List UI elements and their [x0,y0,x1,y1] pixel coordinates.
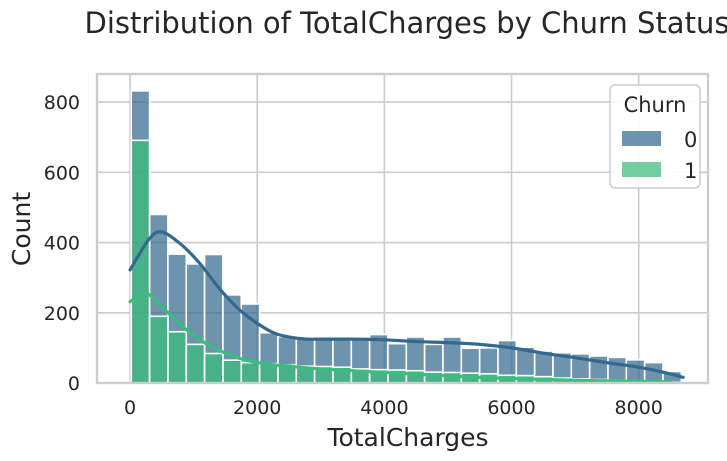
bar-churn-1 [148,315,169,384]
x-tick-label: 0 [124,397,136,419]
legend-label-churn-1: 1 [684,159,697,183]
x-tick-label: 2000 [233,397,281,419]
kde-line-churn-1 [128,291,673,384]
bar-churn-1 [240,361,261,384]
y-axis-label: Count [7,192,36,266]
legend-title: Churn [624,93,687,117]
bar-churn-1 [185,343,206,384]
legend-swatch-churn-0 [622,131,661,146]
bar-churn-1 [222,359,243,384]
bar-churn-1 [167,330,188,384]
kde-curves [128,230,685,384]
x-axis-label: TotalCharges [326,423,488,452]
legend-label-churn-0: 0 [684,128,697,152]
y-tick-label: 200 [44,303,80,325]
x-tick-label: 4000 [360,397,408,419]
bar-churn-0 [607,356,628,384]
kde-line-churn-0 [128,230,685,379]
x-tick-label: 6000 [487,397,535,419]
legend-swatch-churn-1 [622,162,661,177]
x-tick-label: 8000 [615,397,663,419]
plot-frame [95,72,710,385]
y-tick-label: 800 [44,92,80,114]
bar-churn-0 [625,359,646,384]
y-tick-label: 400 [44,233,80,255]
legend: Churn 0 1 [609,84,701,189]
chart-title: Distribution of TotalCharges by Churn St… [85,6,727,40]
y-tick-label: 600 [44,162,80,184]
histogram-bars [130,90,683,384]
tick-labels: 0 2000 4000 6000 8000 0 200 400 600 800 [44,92,663,419]
bar-churn-1 [203,352,224,384]
y-tick-label: 0 [68,373,80,395]
